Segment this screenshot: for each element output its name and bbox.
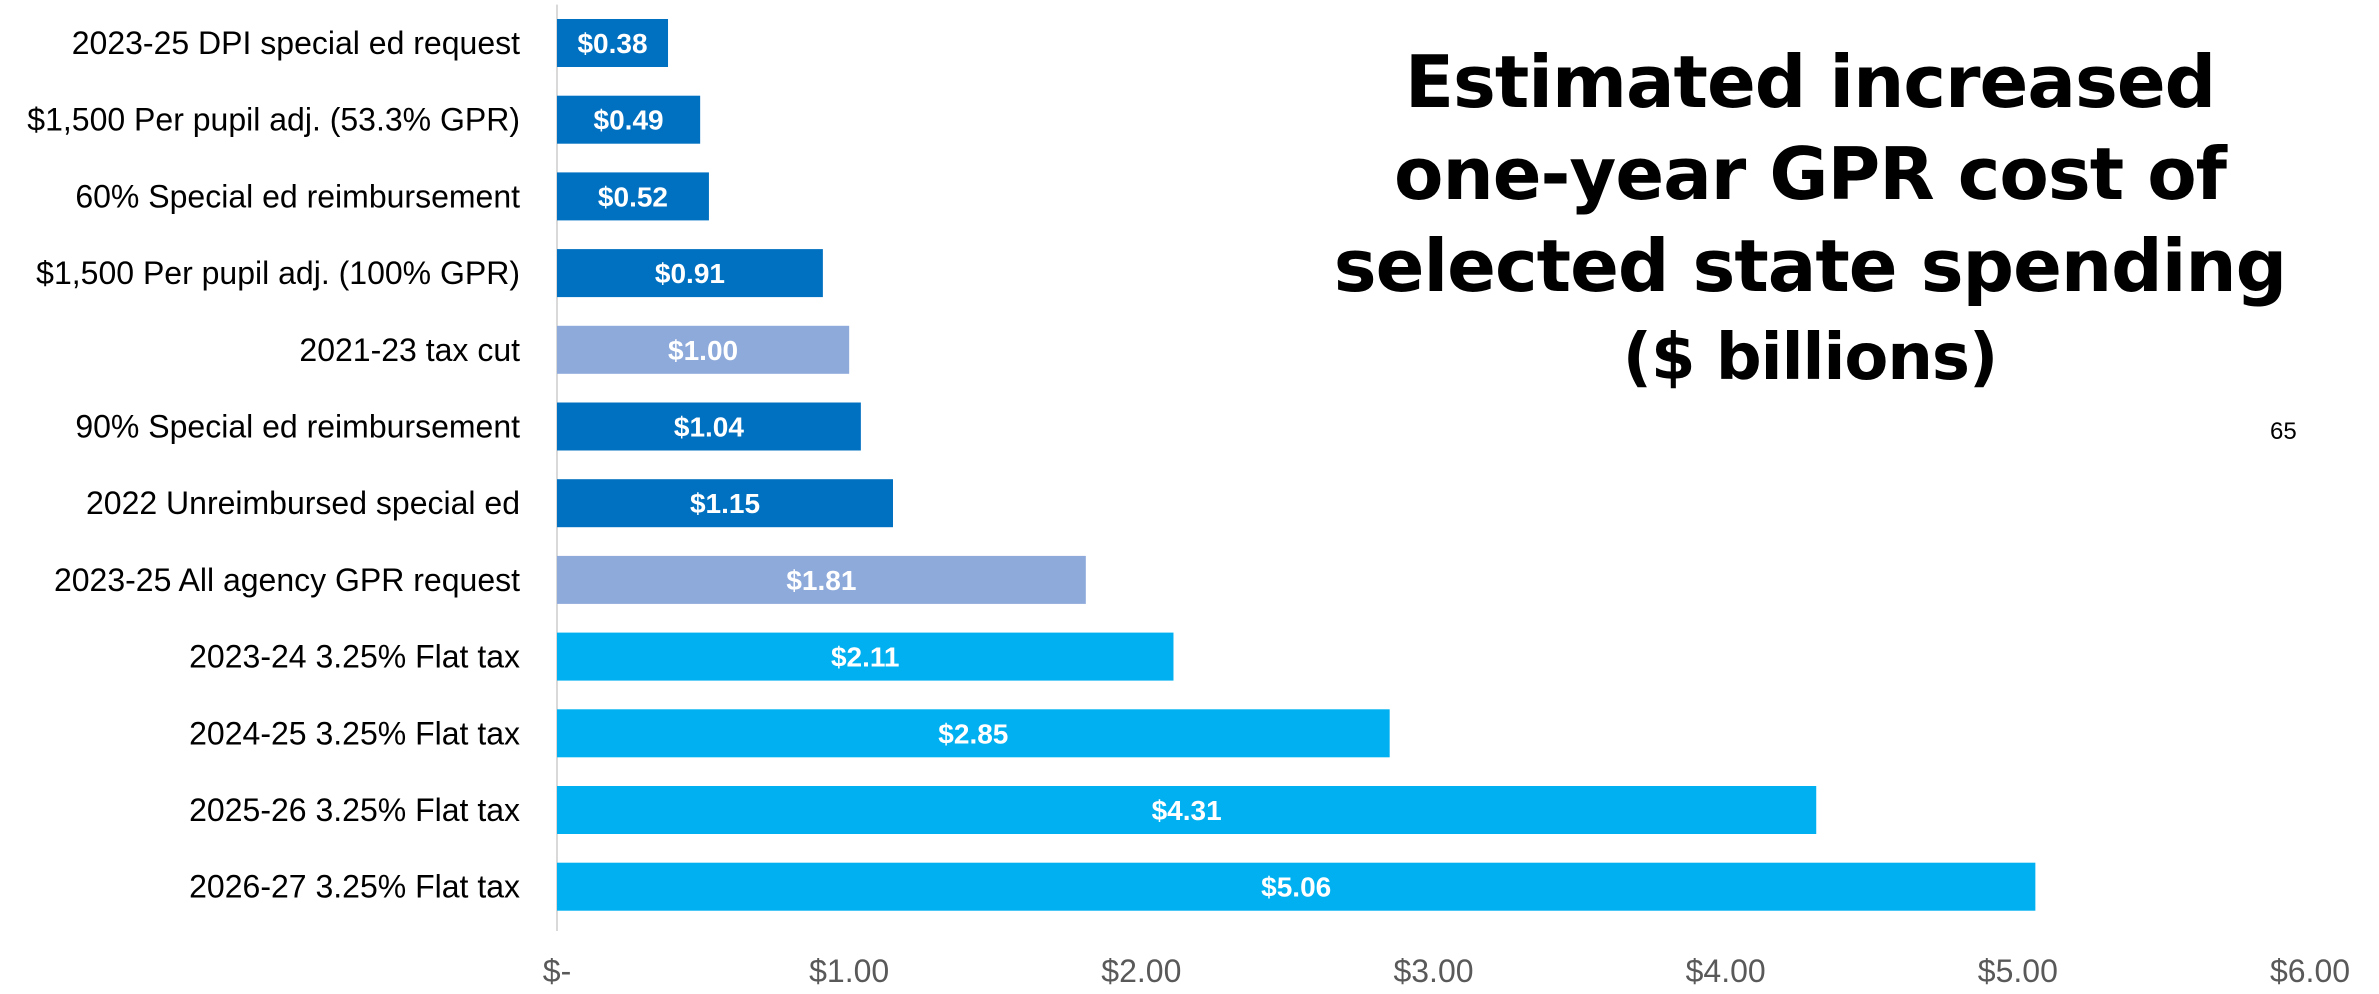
- bar: [557, 325, 850, 374]
- x-tick-label: $2.00: [1101, 953, 1181, 989]
- chart-title-unit: ($ billions): [1622, 321, 1999, 395]
- bar: [557, 402, 861, 451]
- category-label: 2023-25 DPI special ed request: [72, 25, 520, 61]
- data-label: $0.38: [577, 28, 647, 59]
- data-label: $2.11: [831, 642, 900, 673]
- category-label: 60% Special ed reimbursement: [75, 178, 520, 214]
- category-label: 2023-25 All agency GPR request: [54, 562, 520, 598]
- x-tick-label: $3.00: [1393, 953, 1473, 989]
- category-label: 2025-26 3.25% Flat tax: [189, 792, 520, 828]
- bar: [557, 555, 1086, 604]
- category-label: 90% Special ed reimbursement: [75, 409, 520, 445]
- bar: [557, 632, 1174, 681]
- bar: [557, 709, 1390, 758]
- x-tick-label: $-: [543, 953, 571, 989]
- data-label: $0.52: [598, 181, 668, 212]
- x-tick-label: $5.00: [1978, 953, 2058, 989]
- bar: [557, 786, 1817, 834]
- category-label: $1,500 Per pupil adj. (100% GPR): [36, 255, 520, 291]
- category-label: 2026-27 3.25% Flat tax: [189, 869, 520, 905]
- data-label: $0.49: [594, 105, 664, 136]
- bar: [557, 249, 823, 298]
- x-tick-label: $4.00: [1686, 953, 1766, 989]
- data-label: $2.85: [938, 718, 1008, 749]
- data-label: $1.00: [668, 335, 738, 366]
- category-label: 2021-23 tax cut: [299, 332, 520, 368]
- data-label: $0.91: [655, 258, 725, 289]
- category-label: 2024-25 3.25% Flat tax: [189, 715, 520, 751]
- bar: [557, 19, 669, 67]
- data-label: $1.04: [674, 412, 744, 443]
- bar: [557, 95, 701, 144]
- category-label: 2022 Unreimbursed special ed: [86, 485, 520, 521]
- data-label: $1.15: [690, 488, 760, 519]
- bar: [557, 862, 2036, 911]
- data-label: $1.81: [786, 565, 856, 596]
- data-label: $5.06: [1261, 872, 1331, 903]
- bar: [557, 479, 893, 528]
- category-label: 2023-24 3.25% Flat tax: [189, 639, 520, 675]
- bar: [557, 172, 709, 221]
- chart-title: Estimated increased one-year GPR cost of…: [1330, 36, 2290, 404]
- x-tick-label: $1.00: [809, 953, 889, 989]
- chart-title-line-3: selected state spending: [1333, 224, 2287, 308]
- category-label: $1,500 Per pupil adj. (53.3% GPR): [27, 102, 520, 138]
- page-number: 65: [2270, 418, 2297, 445]
- x-tick-label: $6.00: [2270, 953, 2350, 989]
- chart-title-line-2: one-year GPR cost of: [1393, 132, 2227, 216]
- chart-title-line-1: Estimated increased: [1404, 40, 2216, 124]
- data-label: $4.31: [1152, 795, 1222, 826]
